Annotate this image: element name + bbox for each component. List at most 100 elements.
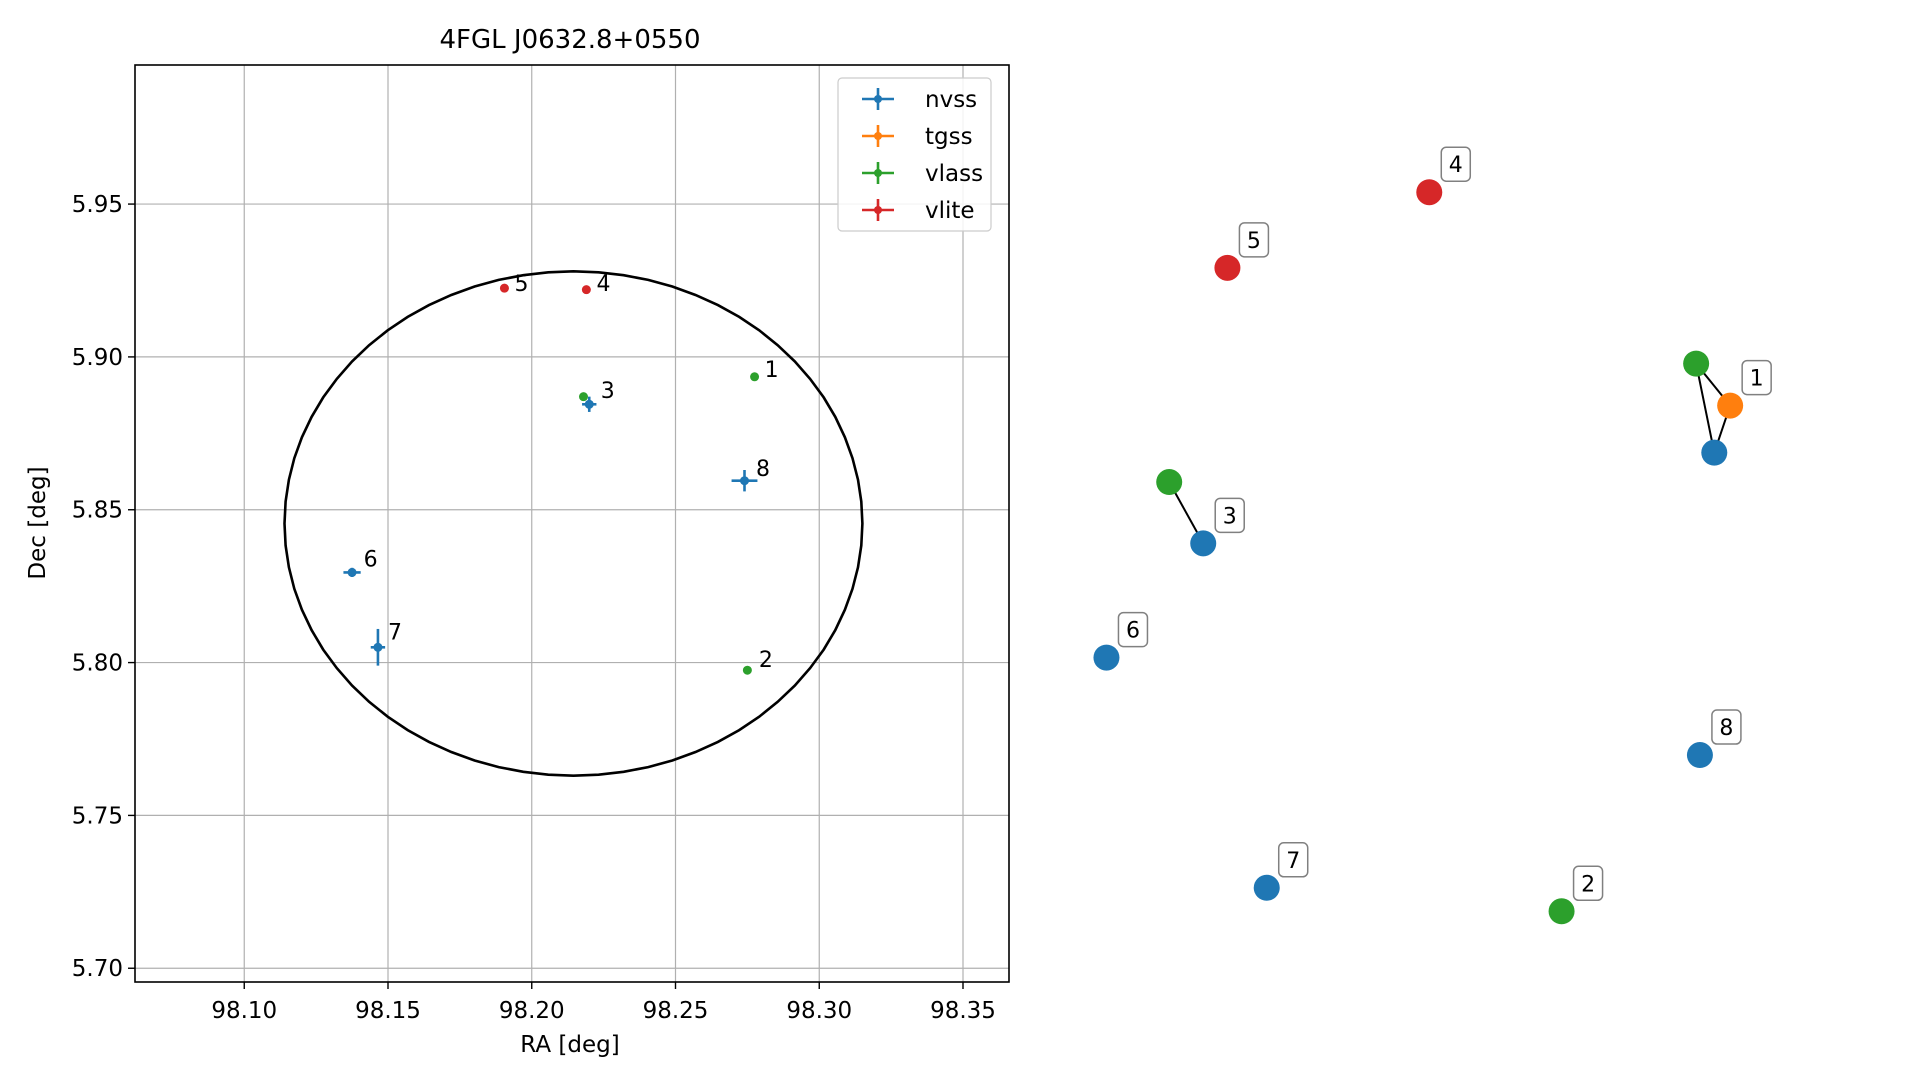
point-marker (740, 476, 749, 486)
legend: nvss tgss vlass vlite (837, 77, 992, 232)
graph-node-marker (1093, 644, 1120, 671)
error-ellipse (283, 269, 864, 778)
point-label-5: 5 (515, 272, 529, 297)
point-vlass-1 (750, 372, 760, 382)
x-tick-label: 98.10 (211, 998, 277, 1024)
legend-marker-dot (874, 206, 882, 214)
graph-node-label: 2 (1581, 872, 1595, 897)
graph-node-label-box (1214, 497, 1245, 534)
graph-node-1: 1 (1717, 359, 1772, 419)
graph-node-label: 5 (1247, 229, 1261, 254)
y-tick-label: 5.85 (72, 498, 123, 524)
graph-nodes: 4 5 1 3 6 8 7 2 (1093, 146, 1772, 925)
point-marker (499, 283, 509, 293)
legend-entry-vlass: vlass (862, 161, 983, 187)
graph-node-label-box (1238, 222, 1270, 258)
point-marker (584, 399, 594, 409)
point-label-2: 2 (759, 648, 773, 673)
data-points (343, 283, 760, 675)
graph-node-8: 8 (1686, 709, 1742, 769)
graph-node-label: 3 (1223, 504, 1237, 529)
x-tick-label: 98.30 (786, 998, 852, 1024)
legend-entry-vlite: vlite (862, 198, 975, 224)
graph-node-label-box (1440, 146, 1472, 182)
association-graph: 4 5 1 3 6 8 7 2 (1093, 146, 1772, 925)
point-vlite-4 (581, 285, 591, 295)
graph-node-5: 5 (1214, 222, 1270, 281)
x-axis-label: RA [deg] (520, 1032, 619, 1058)
plot-frame (134, 64, 1010, 983)
point-vlass-2 (742, 665, 752, 675)
graph-node-label-box (1741, 359, 1772, 396)
point-labels: 1 2 3 4 5 6 7 8 (364, 272, 779, 673)
legend-marker-dot (874, 132, 882, 140)
graph-node-marker (1190, 530, 1217, 557)
legend-label: tgss (925, 124, 973, 150)
point-vlite-5 (499, 283, 509, 293)
graph-node-marker (1701, 439, 1728, 466)
graph-node-marker (1416, 179, 1443, 206)
x-axis-ticks: 98.10 98.15 98.20 98.25 98.30 98.35 (211, 982, 996, 1024)
graph-node-label-box (1277, 842, 1309, 878)
point-marker (742, 665, 752, 675)
point-label-4: 4 (596, 272, 610, 297)
legend-marker-dot (874, 169, 882, 177)
point-nvss-3 (582, 396, 597, 412)
point-label-8: 8 (756, 457, 770, 482)
graph-node-label-box (1117, 611, 1149, 648)
point-label-6: 6 (364, 547, 378, 572)
point-nvss-7 (370, 628, 386, 666)
y-tick-label: 5.90 (72, 345, 123, 371)
graph-node-label: 7 (1286, 849, 1300, 874)
point-marker (373, 642, 383, 652)
y-axis-ticks: 5.70 5.75 5.80 5.85 5.90 5.95 (72, 192, 135, 982)
graph-node-3: 3 (1190, 497, 1245, 557)
graph-node-marker (1683, 350, 1710, 377)
graph-node-marker (1156, 469, 1183, 496)
graph-node-unlabeled-4 (1701, 439, 1728, 466)
graph-node-2: 2 (1548, 865, 1604, 925)
graph-node-unlabeled-3 (1683, 350, 1710, 377)
graph-node-label-box (1572, 865, 1604, 902)
graph-node-label-box (1711, 709, 1742, 745)
x-tick-label: 98.15 (355, 998, 421, 1024)
legend-label: vlite (925, 198, 975, 224)
graph-node-4: 4 (1416, 146, 1472, 206)
y-axis-label: Dec [deg] (25, 466, 51, 579)
graph-node-unlabeled-5 (1156, 469, 1183, 496)
point-marker (581, 285, 591, 295)
y-tick-label: 5.95 (72, 192, 123, 218)
y-tick-label: 5.70 (72, 956, 123, 982)
legend-entry-tgss: tgss (862, 124, 973, 150)
sky-plot: 4FGL J0632.8+0550 98.10 98.15 98.20 98.25 98… (25, 25, 1010, 1058)
graph-node-marker (1253, 874, 1280, 901)
point-nvss-6 (343, 567, 361, 577)
x-tick-label: 98.25 (643, 998, 709, 1024)
legend-box (837, 77, 992, 232)
graph-node-6: 6 (1093, 611, 1149, 671)
graph-node-marker (1548, 898, 1575, 925)
legend-marker-dot (874, 95, 882, 103)
graph-edge (1695, 363, 1716, 453)
point-vlass-3 (579, 392, 588, 402)
chart-title: 4FGL J0632.8+0550 (440, 25, 701, 55)
x-tick-label: 98.20 (499, 998, 565, 1024)
y-tick-label: 5.75 (72, 803, 123, 829)
point-marker (347, 567, 357, 577)
graph-node-marker (1214, 254, 1241, 281)
graph-node-label: 6 (1126, 619, 1140, 644)
graph-node-label: 1 (1750, 367, 1764, 392)
point-marker (750, 372, 760, 382)
legend-label: vlass (925, 161, 983, 187)
graph-node-label: 4 (1449, 153, 1463, 178)
point-nvss-8 (731, 470, 758, 492)
legend-entry-nvss: nvss (862, 87, 977, 113)
y-tick-label: 5.80 (72, 651, 123, 677)
graph-node-label: 8 (1719, 716, 1733, 741)
graph-node-marker (1686, 742, 1713, 769)
graph-node-7: 7 (1253, 842, 1309, 901)
legend-label: nvss (925, 87, 977, 113)
point-label-1: 1 (765, 358, 779, 383)
x-tick-label: 98.35 (930, 998, 996, 1024)
